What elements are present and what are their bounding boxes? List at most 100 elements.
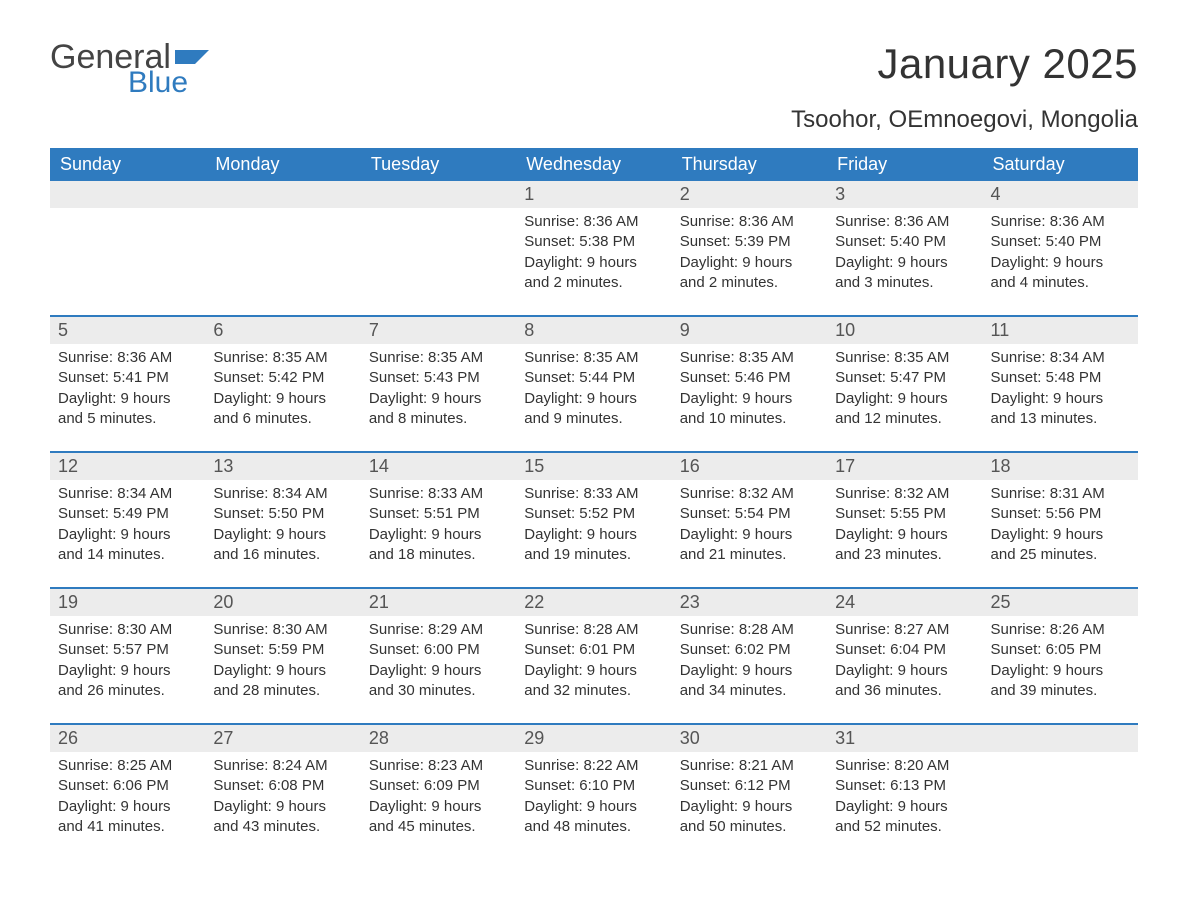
day-cell: 23Sunrise: 8:28 AMSunset: 6:02 PMDayligh… <box>672 589 827 709</box>
sunset-text: Sunset: 5:59 PM <box>213 640 352 660</box>
page-title: January 2025 <box>791 40 1138 88</box>
sunrise-text: Sunrise: 8:36 AM <box>58 348 197 368</box>
day-number: 24 <box>827 589 982 616</box>
sunset-text: Sunset: 5:43 PM <box>369 368 508 388</box>
sunrise-text: Sunrise: 8:35 AM <box>369 348 508 368</box>
sunrise-text: Sunrise: 8:36 AM <box>991 212 1130 232</box>
day-cell: 5Sunrise: 8:36 AMSunset: 5:41 PMDaylight… <box>50 317 205 437</box>
sunset-text: Sunset: 5:42 PM <box>213 368 352 388</box>
sunrise-text: Sunrise: 8:34 AM <box>991 348 1130 368</box>
day-cell: 28Sunrise: 8:23 AMSunset: 6:09 PMDayligh… <box>361 725 516 845</box>
sunrise-text: Sunrise: 8:34 AM <box>58 484 197 504</box>
sunset-text: Sunset: 6:13 PM <box>835 776 974 796</box>
daylight-text: Daylight: 9 hours and 30 minutes. <box>369 661 508 702</box>
sunset-text: Sunset: 5:41 PM <box>58 368 197 388</box>
sunset-text: Sunset: 5:57 PM <box>58 640 197 660</box>
daylight-text: Daylight: 9 hours and 50 minutes. <box>680 797 819 838</box>
day-body: Sunrise: 8:35 AMSunset: 5:42 PMDaylight:… <box>205 344 360 437</box>
day-number: 8 <box>516 317 671 344</box>
brand-logo: General Blue <box>50 40 209 98</box>
day-body: Sunrise: 8:36 AMSunset: 5:41 PMDaylight:… <box>50 344 205 437</box>
day-body: Sunrise: 8:35 AMSunset: 5:44 PMDaylight:… <box>516 344 671 437</box>
sunset-text: Sunset: 6:06 PM <box>58 776 197 796</box>
sunrise-text: Sunrise: 8:25 AM <box>58 756 197 776</box>
day-body <box>50 208 205 220</box>
sunset-text: Sunset: 6:04 PM <box>835 640 974 660</box>
dow-cell: Monday <box>205 148 360 181</box>
day-number: 16 <box>672 453 827 480</box>
sunrise-text: Sunrise: 8:32 AM <box>680 484 819 504</box>
sunset-text: Sunset: 5:44 PM <box>524 368 663 388</box>
sunrise-text: Sunrise: 8:33 AM <box>524 484 663 504</box>
day-cell: 7Sunrise: 8:35 AMSunset: 5:43 PMDaylight… <box>361 317 516 437</box>
daylight-text: Daylight: 9 hours and 5 minutes. <box>58 389 197 430</box>
daylight-text: Daylight: 9 hours and 6 minutes. <box>213 389 352 430</box>
day-cell: 11Sunrise: 8:34 AMSunset: 5:48 PMDayligh… <box>983 317 1138 437</box>
day-number: 1 <box>516 181 671 208</box>
day-body <box>205 208 360 220</box>
day-cell: 17Sunrise: 8:32 AMSunset: 5:55 PMDayligh… <box>827 453 982 573</box>
sunrise-text: Sunrise: 8:30 AM <box>213 620 352 640</box>
day-cell: 19Sunrise: 8:30 AMSunset: 5:57 PMDayligh… <box>50 589 205 709</box>
daylight-text: Daylight: 9 hours and 19 minutes. <box>524 525 663 566</box>
day-body <box>361 208 516 220</box>
sunrise-text: Sunrise: 8:26 AM <box>991 620 1130 640</box>
day-cell: 9Sunrise: 8:35 AMSunset: 5:46 PMDaylight… <box>672 317 827 437</box>
location-text: Tsoohor, OEmnoegovi, Mongolia <box>791 106 1138 134</box>
day-cell: 22Sunrise: 8:28 AMSunset: 6:01 PMDayligh… <box>516 589 671 709</box>
day-number: 21 <box>361 589 516 616</box>
sunrise-text: Sunrise: 8:24 AM <box>213 756 352 776</box>
day-number: 31 <box>827 725 982 752</box>
day-cell: 10Sunrise: 8:35 AMSunset: 5:47 PMDayligh… <box>827 317 982 437</box>
day-body: Sunrise: 8:22 AMSunset: 6:10 PMDaylight:… <box>516 752 671 845</box>
day-number: 14 <box>361 453 516 480</box>
sunrise-text: Sunrise: 8:27 AM <box>835 620 974 640</box>
day-cell: 3Sunrise: 8:36 AMSunset: 5:40 PMDaylight… <box>827 181 982 301</box>
day-body: Sunrise: 8:32 AMSunset: 5:55 PMDaylight:… <box>827 480 982 573</box>
sunset-text: Sunset: 5:39 PM <box>680 232 819 252</box>
day-number: 28 <box>361 725 516 752</box>
day-cell <box>50 181 205 301</box>
sunset-text: Sunset: 5:40 PM <box>991 232 1130 252</box>
day-cell <box>205 181 360 301</box>
day-cell: 25Sunrise: 8:26 AMSunset: 6:05 PMDayligh… <box>983 589 1138 709</box>
daylight-text: Daylight: 9 hours and 13 minutes. <box>991 389 1130 430</box>
daylight-text: Daylight: 9 hours and 26 minutes. <box>58 661 197 702</box>
daylight-text: Daylight: 9 hours and 23 minutes. <box>835 525 974 566</box>
day-number: 4 <box>983 181 1138 208</box>
day-body: Sunrise: 8:28 AMSunset: 6:01 PMDaylight:… <box>516 616 671 709</box>
day-number: 22 <box>516 589 671 616</box>
sunrise-text: Sunrise: 8:28 AM <box>680 620 819 640</box>
sunset-text: Sunset: 5:38 PM <box>524 232 663 252</box>
day-number: 25 <box>983 589 1138 616</box>
day-number: 27 <box>205 725 360 752</box>
day-cell: 2Sunrise: 8:36 AMSunset: 5:39 PMDaylight… <box>672 181 827 301</box>
day-cell: 8Sunrise: 8:35 AMSunset: 5:44 PMDaylight… <box>516 317 671 437</box>
week-row: 26Sunrise: 8:25 AMSunset: 6:06 PMDayligh… <box>50 723 1138 845</box>
day-body: Sunrise: 8:28 AMSunset: 6:02 PMDaylight:… <box>672 616 827 709</box>
dow-cell: Thursday <box>672 148 827 181</box>
week-row: 12Sunrise: 8:34 AMSunset: 5:49 PMDayligh… <box>50 451 1138 573</box>
sunrise-text: Sunrise: 8:35 AM <box>524 348 663 368</box>
daylight-text: Daylight: 9 hours and 3 minutes. <box>835 253 974 294</box>
sunset-text: Sunset: 6:10 PM <box>524 776 663 796</box>
daylight-text: Daylight: 9 hours and 18 minutes. <box>369 525 508 566</box>
sunrise-text: Sunrise: 8:36 AM <box>524 212 663 232</box>
day-cell: 26Sunrise: 8:25 AMSunset: 6:06 PMDayligh… <box>50 725 205 845</box>
day-number: 5 <box>50 317 205 344</box>
dow-cell: Tuesday <box>361 148 516 181</box>
daylight-text: Daylight: 9 hours and 45 minutes. <box>369 797 508 838</box>
day-cell: 18Sunrise: 8:31 AMSunset: 5:56 PMDayligh… <box>983 453 1138 573</box>
day-body: Sunrise: 8:27 AMSunset: 6:04 PMDaylight:… <box>827 616 982 709</box>
sunrise-text: Sunrise: 8:31 AM <box>991 484 1130 504</box>
day-body: Sunrise: 8:32 AMSunset: 5:54 PMDaylight:… <box>672 480 827 573</box>
daylight-text: Daylight: 9 hours and 48 minutes. <box>524 797 663 838</box>
day-body: Sunrise: 8:36 AMSunset: 5:39 PMDaylight:… <box>672 208 827 301</box>
sunrise-text: Sunrise: 8:36 AM <box>835 212 974 232</box>
day-body: Sunrise: 8:34 AMSunset: 5:48 PMDaylight:… <box>983 344 1138 437</box>
day-number: 10 <box>827 317 982 344</box>
day-number: 17 <box>827 453 982 480</box>
daylight-text: Daylight: 9 hours and 28 minutes. <box>213 661 352 702</box>
sunset-text: Sunset: 6:01 PM <box>524 640 663 660</box>
sunrise-text: Sunrise: 8:34 AM <box>213 484 352 504</box>
